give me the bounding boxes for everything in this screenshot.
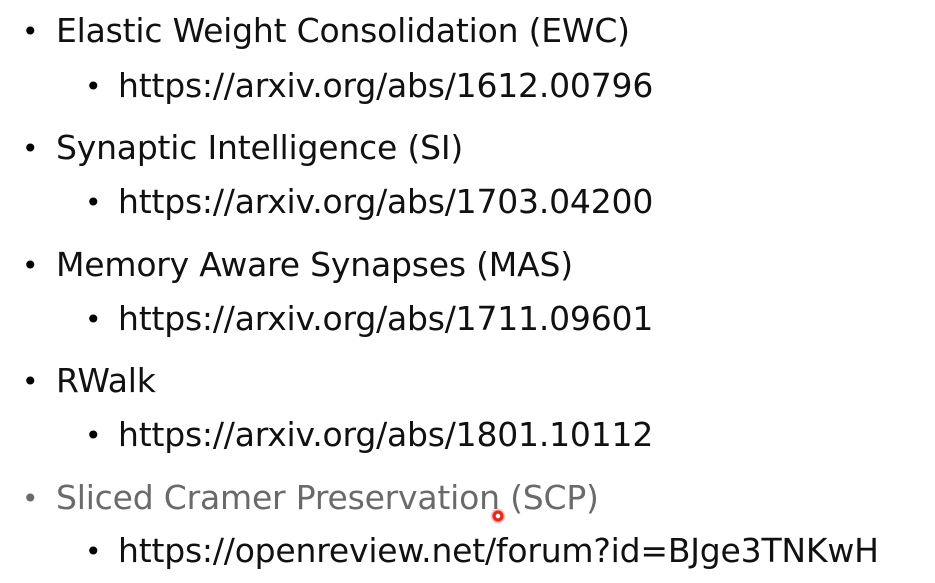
item-title: Sliced Cramer Preservation (SCP)	[56, 478, 599, 517]
bullet-icon: •	[85, 535, 102, 568]
item-title: Elastic Weight Consolidation (EWC)	[56, 11, 630, 50]
item-link[interactable]: https://arxiv.org/abs/1612.00796	[118, 66, 654, 105]
item-title: RWalk	[56, 361, 156, 400]
laser-pointer-icon	[490, 508, 506, 524]
bullet-icon: •	[85, 419, 102, 452]
bullet-icon: •	[22, 365, 39, 398]
bullet-icon: •	[85, 186, 102, 219]
bullet-icon: •	[22, 249, 39, 282]
item-link[interactable]: https://arxiv.org/abs/1801.10112	[118, 415, 654, 454]
bullet-icon: •	[22, 132, 39, 165]
bullet-icon: •	[85, 303, 102, 336]
bullet-icon: •	[22, 482, 39, 515]
item-title: Synaptic Intelligence (SI)	[56, 128, 464, 167]
bullet-icon: •	[22, 15, 39, 48]
item-title: Memory Aware Synapses (MAS)	[56, 245, 573, 284]
item-link[interactable]: https://openreview.net/forum?id=BJge3TNK…	[118, 531, 879, 570]
item-link[interactable]: https://arxiv.org/abs/1711.09601	[118, 299, 654, 338]
bullet-icon: •	[85, 70, 102, 103]
item-link[interactable]: https://arxiv.org/abs/1703.04200	[118, 182, 654, 221]
